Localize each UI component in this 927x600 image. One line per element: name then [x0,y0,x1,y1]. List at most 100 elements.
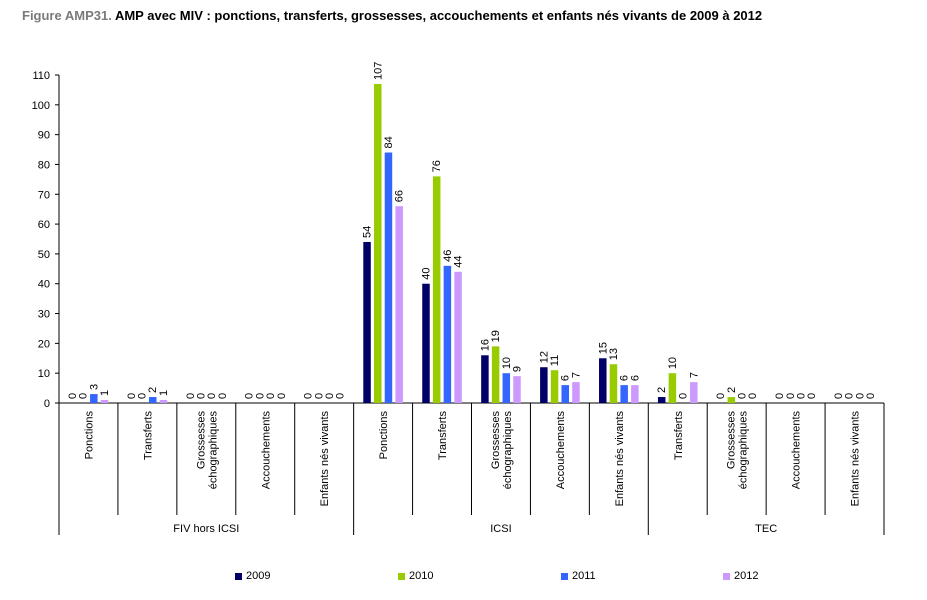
legend-label: 2009 [246,570,271,582]
category-label: Transferts [142,411,154,461]
data-label: 0 [806,393,818,399]
data-label: 1 [99,390,111,396]
data-label: 3 [88,384,100,390]
bar-2011 [90,394,98,403]
data-label: 66 [394,190,406,202]
category-label: échographiques [738,411,750,490]
group-label: ICSI [490,523,511,535]
legend-item-2009: 2009 [235,570,270,582]
bar-2012 [513,376,521,403]
bar-2012 [395,206,403,403]
data-label: 0 [833,393,845,399]
bar-2010 [550,370,559,403]
bar-2010 [374,83,382,403]
data-label: 19 [490,330,502,342]
data-label: 0 [785,393,797,399]
bar-2011 [443,265,452,403]
data-label: 0 [217,393,229,399]
chart-title-text: AMP avec MIV : ponctions, transferts, gr… [114,8,763,23]
data-label: 46 [442,250,454,262]
category-label: Enfants nés vivants [319,411,331,507]
category-label: Enfants nés vivants [614,411,626,507]
category-label: Grossesses [195,411,207,470]
legend-swatch [398,572,405,580]
bar-2012 [159,400,168,403]
bar-2010 [609,364,618,403]
data-label: 11 [549,355,561,366]
bar-2012 [454,271,462,403]
data-label: 0 [244,393,256,399]
category-label: échographiques [502,411,514,490]
category-label: Ponctions [378,411,390,460]
y-tick-label: 90 [38,130,50,142]
legend-swatch [723,572,730,580]
data-label: 7 [688,372,700,378]
category-label: Accouchements [260,411,272,490]
y-tick-label: 0 [44,398,50,410]
data-label: 10 [667,357,679,369]
bar-2010 [727,397,736,403]
legend-label: 2011 [572,570,596,582]
group-label: FIV hors ICSI [173,523,239,535]
data-label: 0 [303,393,315,399]
category-label: échographiques [207,411,219,490]
category-label: Accouchements [555,411,567,490]
bar-2012 [631,385,639,403]
data-label: 0 [865,393,877,399]
data-label: 84 [383,136,395,148]
data-label: 10 [501,357,513,369]
legend-item-2010: 2010 [398,570,433,582]
y-tick-label: 60 [38,219,50,231]
data-label: 0 [715,393,727,399]
category-label: Grossesses [490,411,502,470]
category-label: Ponctions [83,411,95,460]
data-label: 9 [512,366,524,372]
data-label: 1 [158,390,170,396]
y-tick-label: 100 [32,100,50,112]
y-tick-label: 70 [38,189,50,201]
data-label: 44 [453,256,465,268]
figure-number: Figure AMP31. [22,8,112,23]
data-label: 0 [254,393,266,399]
chart-title: Figure AMP31. AMP avec MIV : ponctions, … [22,8,762,23]
data-label: 40 [420,267,432,279]
data-label: 0 [854,393,866,399]
data-label: 0 [774,393,786,399]
bar-2010 [668,373,677,403]
chart-legend: 2009 2010 2011 2012 [0,570,927,590]
legend-label: 2012 [734,570,759,582]
category-label: Transferts [437,411,449,461]
bar-2011 [148,397,157,403]
data-label: 0 [324,393,336,399]
data-label: 0 [185,393,197,399]
bar-2012 [690,382,698,403]
data-label: 107 [372,62,384,80]
data-label: 12 [538,351,550,363]
data-label: 0 [276,393,288,399]
data-label: 6 [629,375,641,381]
data-label: 54 [362,226,374,238]
data-label: 76 [431,160,443,172]
data-label: 16 [479,339,491,351]
legend-label: 2010 [409,570,434,582]
bar-2011 [620,385,628,403]
bar-2012 [100,400,109,403]
bar-2011 [384,152,393,403]
bar-2009 [481,355,489,403]
bar-2010 [491,346,500,403]
bar-2009 [363,241,371,403]
data-label: 0 [137,393,149,399]
data-label: 0 [678,393,690,399]
category-label: Grossesses [726,411,738,470]
data-label: 7 [570,372,582,378]
category-label: Transferts [673,411,685,461]
data-label: 0 [78,393,90,399]
y-tick-label: 10 [38,368,50,380]
data-label: 6 [560,375,572,381]
y-tick-label: 50 [38,249,50,261]
bar-2009 [657,397,666,403]
group-label: TEC [755,523,777,535]
data-label: 0 [737,393,749,399]
bar-2010 [432,176,441,403]
legend-swatch [235,572,242,580]
